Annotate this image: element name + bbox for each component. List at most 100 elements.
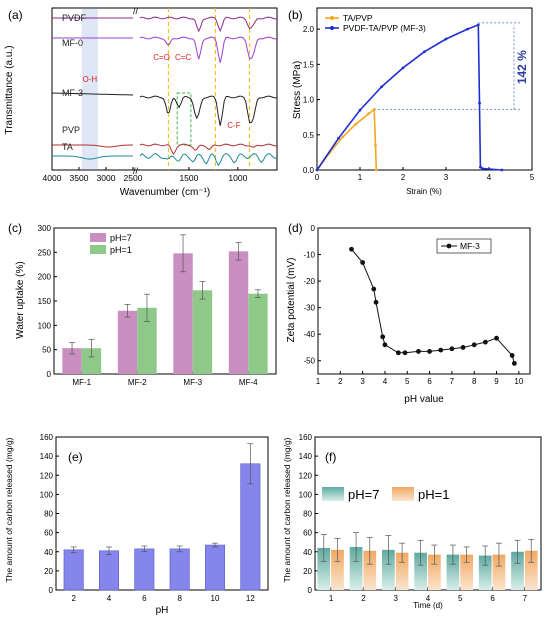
data-point <box>360 260 366 265</box>
data-point <box>358 108 362 112</box>
panel-a-series-labels: PVDF MF-0 MF-3 PVP TA O-H C=O C=C C-F <box>62 13 241 152</box>
data-point <box>478 101 481 105</box>
series-line <box>316 107 378 171</box>
x-tick-label: 2 <box>71 594 76 603</box>
band-annotation: C=C <box>175 53 191 62</box>
x-tick-label: 3 <box>444 173 449 182</box>
data-point <box>380 334 386 340</box>
data-point <box>460 345 466 350</box>
legend-marker <box>330 16 334 20</box>
x-tick-label: 7 <box>523 594 528 603</box>
x-tick-label: 1 <box>358 173 363 182</box>
x-tick-label: 3500 <box>70 173 89 183</box>
bar <box>192 290 213 374</box>
panel-c-ylabel: Water uptake (%) <box>15 261 26 338</box>
panel-e-ylabel: The amount of carbon released (mg/g) <box>4 437 14 582</box>
legend-label: MF-3 <box>460 241 480 251</box>
data-point <box>371 286 377 292</box>
data-point <box>423 50 426 54</box>
panel-f-plot: 0 20 40 60 80 100 120 140 160 1 2 3 4 5 6 7 pH=7 pH=1 <box>299 433 538 603</box>
axis-break-bottom: // <box>133 166 139 176</box>
series-label: TA <box>62 142 73 152</box>
y-tick-label: -20 <box>303 277 315 286</box>
panel-b-frame <box>316 7 533 171</box>
band-annotation: C-F <box>227 121 240 130</box>
data-point <box>438 347 444 353</box>
y-tick-label: 160 <box>299 433 313 442</box>
x-tick-label: 6 <box>490 594 495 603</box>
panel-a-ticks: // // 4000 3500 3000 2500 1500 1000 <box>43 6 248 183</box>
legend-box <box>436 238 492 254</box>
data-point <box>402 350 408 356</box>
data-point <box>354 122 358 126</box>
y-tick-label: 60 <box>44 529 53 538</box>
series-label: PVDF <box>62 13 87 23</box>
legend-label: pH=1 <box>418 487 449 502</box>
spectrum-ta <box>52 153 278 167</box>
y-tick-label: 1.5 <box>303 60 315 69</box>
panel-f-xlabel: Time (d) <box>413 601 443 610</box>
x-tick-label: 1000 <box>228 173 247 183</box>
panel-e-plot: 0 20 40 60 80 100 120 140 160 2 4 6 8 10 12 <box>40 433 261 603</box>
y-tick-label: 0.0 <box>303 166 315 175</box>
data-point <box>374 143 377 147</box>
data-point <box>511 360 517 366</box>
bar <box>173 253 193 374</box>
y-tick-label: 20 <box>44 567 53 576</box>
bar <box>331 549 344 590</box>
x-tick-label: 8 <box>177 594 182 603</box>
bar <box>98 550 120 591</box>
data-point <box>380 85 383 89</box>
panel-a-xlabel: Wavenumber (cm⁻¹) <box>120 187 210 198</box>
y-tick-label: 20 <box>303 567 312 576</box>
y-tick-label: 0.5 <box>303 131 315 140</box>
bar <box>137 307 157 374</box>
x-tick-label: 2 <box>361 594 366 603</box>
data-point <box>476 23 480 27</box>
bar <box>511 551 524 590</box>
spectrum-pvdf <box>52 16 278 33</box>
spectrum-mf-3 <box>52 92 278 126</box>
band-annotation: O-H <box>82 75 97 84</box>
series-label: MF-0 <box>62 38 83 48</box>
bar <box>81 348 102 374</box>
x-tick-label: 4 <box>107 594 112 603</box>
series-label: PVP <box>62 125 80 135</box>
data-point <box>471 342 477 348</box>
x-tick-label: MF-2 <box>128 378 147 387</box>
data-point <box>337 136 340 140</box>
x-tick-label: 6 <box>427 377 432 386</box>
y-tick-label: -50 <box>303 357 315 366</box>
y-tick-label: 140 <box>299 452 313 461</box>
spectrum-mf-0 <box>52 36 278 63</box>
bar <box>381 549 395 590</box>
panel-c-label: (c) <box>8 221 22 235</box>
panel-f-ylabel: The amount of carbon released (mg/g) <box>282 437 292 582</box>
axis-break-top: // <box>133 6 139 16</box>
data-point <box>509 353 515 358</box>
bar <box>63 549 84 591</box>
data-point <box>372 108 376 111</box>
bar <box>62 348 82 374</box>
y-tick-label: 300 <box>38 224 52 233</box>
panel-d-zeta: (d) 1 2 3 4 5 6 7 8 9 10 0 -10 -20 -30 -40 -50 MF-3 Zeta… <box>286 221 531 405</box>
x-tick-label: 4 <box>487 173 492 182</box>
panel-c-plot: 0 50 100 150 200 250 300 MF-1 MF-2 MF-3 MF-4 pH=7 pH… <box>38 224 268 387</box>
x-tick-label: 2 <box>401 173 406 182</box>
oh-band <box>81 9 98 169</box>
series-line <box>316 23 502 171</box>
bar <box>478 555 492 590</box>
bar <box>349 546 363 590</box>
x-tick-label: 12 <box>246 594 255 603</box>
y-tick-label: 100 <box>40 490 54 499</box>
legend-swatch <box>90 233 106 242</box>
data-point <box>449 346 455 352</box>
x-tick-label: 1 <box>316 377 321 386</box>
data-point <box>479 165 482 169</box>
data-point <box>466 27 469 31</box>
x-tick-label: 5 <box>530 173 535 182</box>
x-tick-label: 5 <box>405 377 410 386</box>
x-tick-label: 4 <box>383 377 388 386</box>
x-tick-label: 1 <box>329 594 334 603</box>
